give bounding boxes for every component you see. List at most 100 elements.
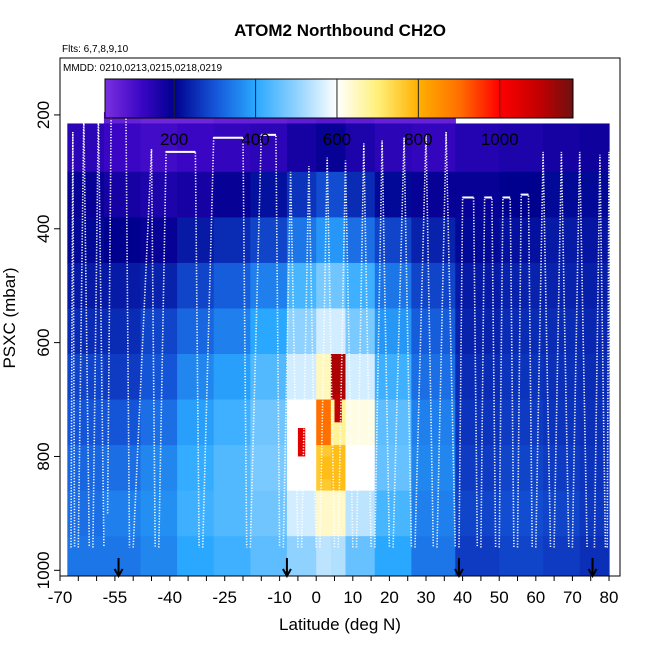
heatmap-cell — [411, 445, 456, 492]
heatmap-cell — [103, 445, 142, 492]
heatmap-cell — [543, 262, 581, 310]
heatmap-cell — [411, 123, 456, 173]
heatmap-cell — [411, 490, 456, 537]
heatmap-cell — [579, 171, 610, 218]
heatmap-cell — [579, 536, 610, 576]
colorbar-tick-label: 600 — [323, 130, 351, 149]
heatmap-cell — [177, 262, 215, 310]
flight-profile-line — [593, 154, 607, 548]
heatmap-cell — [345, 445, 376, 492]
heatmap-cell — [103, 171, 142, 218]
y-tick-label: 200 — [34, 101, 53, 129]
heatmap-cell — [543, 171, 581, 218]
flight-profiles — [70, 108, 612, 548]
heatmap-cell — [345, 536, 376, 576]
heatmap-cell — [67, 490, 105, 537]
heatmap-cell — [330, 171, 347, 218]
colorbar: 200 400 600 800 1000 — [104, 78, 574, 149]
heatmap-cell — [499, 308, 544, 355]
y-tick-label: 1000 — [34, 551, 53, 589]
colorbar-tick-label: 200 — [160, 130, 188, 149]
heatmap-cell — [374, 445, 412, 492]
flight-profile-line — [201, 136, 248, 548]
y-tick-label: 400 — [34, 215, 53, 243]
heatmap-cell — [286, 171, 317, 218]
heatmap-cell — [374, 399, 412, 446]
heatmap-cell — [250, 262, 288, 310]
heatmap-cell — [543, 123, 581, 173]
heatmap-cell — [213, 445, 251, 492]
heatmap-cell — [330, 217, 347, 264]
heatmap-cell — [330, 536, 347, 576]
heatmap-cell — [455, 123, 500, 173]
flight-profile-line — [606, 151, 612, 548]
heatmap-cell — [140, 399, 178, 446]
heatmap-cell — [374, 308, 412, 355]
heatmap-cell — [177, 399, 215, 446]
heatmap-cell — [140, 171, 178, 218]
heatmap-cell — [140, 262, 178, 310]
heatmap-cell — [374, 123, 412, 173]
heatmap-cell — [543, 536, 581, 576]
x-axis-label: Latitude (deg N) — [279, 615, 401, 634]
flight-profile-line — [392, 137, 413, 548]
heatmap-cell — [411, 171, 456, 218]
heatmap-hotspot — [319, 456, 331, 480]
heatmap-hotspot — [297, 428, 306, 457]
heatmap-cell — [499, 262, 544, 310]
heatmap-cell — [140, 445, 178, 492]
heatmap-cell — [455, 354, 500, 401]
heatmap-cell — [67, 445, 105, 492]
heatmap-cell — [213, 262, 251, 310]
plot-frame — [59, 57, 621, 577]
heatmap-cell — [411, 354, 456, 401]
heatmap-cell — [543, 490, 581, 537]
heatmap-cell — [579, 308, 610, 355]
heatmap-cell — [177, 490, 215, 537]
flights-label: Flts: 6,7,8,9,10 — [62, 44, 129, 55]
heatmap-cell — [103, 308, 142, 355]
x-tick-label: -40 — [158, 588, 183, 607]
x-tick-label: -70 — [48, 588, 73, 607]
heatmap-cell — [67, 354, 105, 401]
x-tick-label: 70 — [563, 588, 582, 607]
flight-profile-line — [535, 151, 552, 548]
x-tick-label: -25 — [212, 588, 237, 607]
flight-profile-line — [158, 151, 200, 548]
x-tick-label: 10 — [343, 588, 362, 607]
heatmap-cell — [250, 217, 288, 264]
heatmap-cell — [330, 354, 347, 401]
heatmap-cell — [250, 354, 288, 401]
heatmap-cell — [316, 217, 332, 264]
heatmap-cell — [213, 536, 251, 576]
heatmap-cell — [103, 354, 142, 401]
heatmap-cell — [103, 217, 142, 264]
heatmap-cell — [499, 399, 544, 446]
heatmap-cell — [286, 536, 317, 576]
heatmap-cell — [579, 262, 610, 310]
heatmap-cell — [316, 262, 332, 310]
flight-profile-line — [92, 112, 105, 548]
heatmap-cell — [103, 123, 142, 173]
x-tick-label: 0 — [311, 588, 320, 607]
heatmap-cell — [579, 123, 610, 173]
flight-profile-line — [132, 149, 156, 548]
heatmap-cell — [455, 217, 500, 264]
x-tick-label: 30 — [417, 588, 436, 607]
heatmap-cell — [374, 262, 412, 310]
flight-profile-line — [106, 108, 131, 548]
x-tick-label: 60 — [526, 588, 545, 607]
heatmap-cell — [345, 123, 376, 173]
heatmap-cell — [250, 490, 288, 537]
heatmap-cell — [316, 354, 332, 401]
heatmap-cell — [455, 308, 500, 355]
heatmap-cell — [330, 445, 347, 492]
x-tick-label: 50 — [490, 588, 509, 607]
colorbar-tick-label: 1000 — [481, 130, 519, 149]
heatmap-cell — [316, 399, 332, 446]
y-axis: 200 400 600 800 1000 — [34, 101, 60, 589]
heatmap-cell — [330, 308, 347, 355]
heatmap-cell — [177, 354, 215, 401]
heatmap-cell — [499, 354, 544, 401]
